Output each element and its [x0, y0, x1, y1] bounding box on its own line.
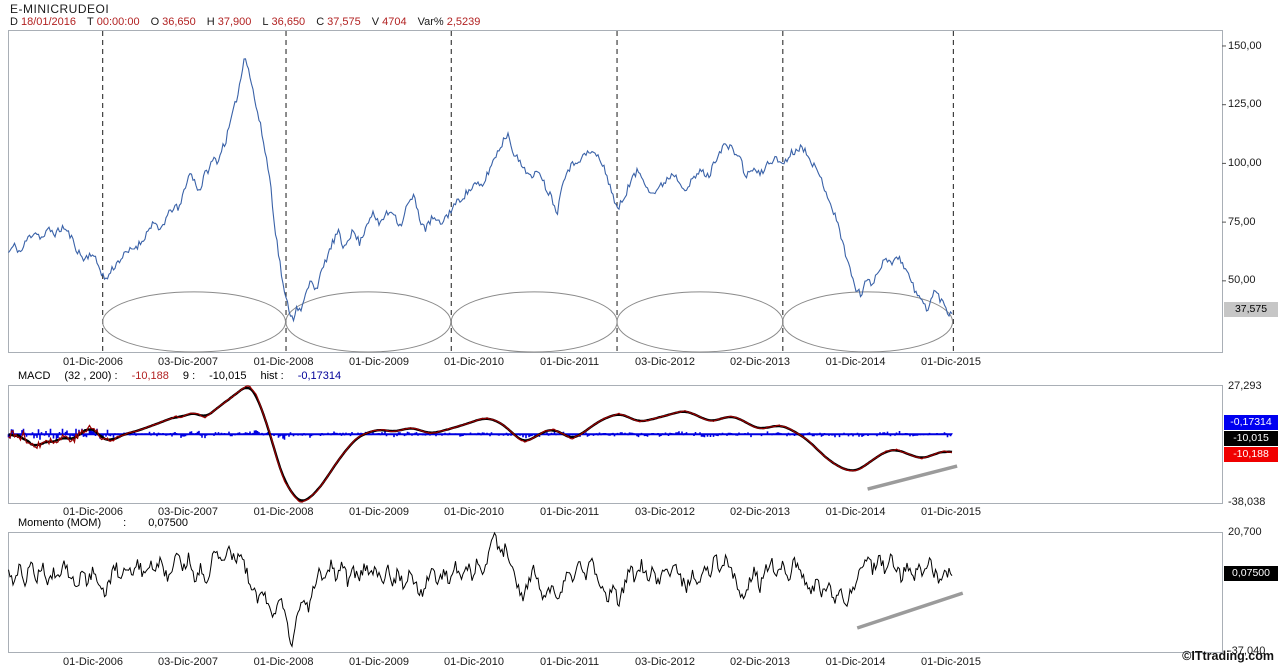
field-low: L 36,650 [262, 16, 306, 28]
x-axis-label-momentum: 01-Dic-2006 [63, 656, 123, 667]
momentum-header: Momento (MOM) : 0,07500 [18, 517, 188, 529]
x-axis-label-momentum: 01-Dic-2011 [540, 656, 600, 667]
macd-params: (32 , 200) : [64, 370, 118, 382]
field-close: C 37,575 [316, 16, 361, 28]
signal-value-badge: -10,015 [1224, 431, 1278, 446]
x-axis-label-macd: 03-Dic-2007 [158, 506, 218, 518]
x-axis-label-price: 02-Dic-2013 [730, 356, 790, 368]
field-high: H 37,900 [206, 16, 252, 28]
x-axis-label-momentum: 01-Dic-2008 [253, 656, 314, 667]
macd-axis-bottom: -38,038 [1228, 496, 1266, 508]
macd-value: -10,188 [131, 370, 169, 382]
watermark: ©ITtrading.com [1182, 649, 1274, 663]
x-axis-label-price: 01-Dic-2014 [825, 356, 886, 368]
x-axis-label-price: 01-Dic-2008 [253, 356, 314, 368]
macd-header: MACD (32 , 200) : -10,188 9 : -10,015 hi… [18, 370, 341, 382]
symbol-title: E-MINICRUDEOI [10, 2, 110, 16]
momentum-title: Momento (MOM) [18, 517, 102, 529]
macd-axis-top: 27,293 [1228, 380, 1262, 392]
momentum-line [8, 531, 953, 648]
mom-panel[interactable] [8, 532, 1223, 653]
price-axis-tick: 125,00 [1228, 98, 1262, 110]
last-price-badge: 37,575 [1224, 302, 1278, 317]
price-axis-tick: 75,00 [1228, 216, 1256, 228]
x-axis-label-macd: 01-Dic-2010 [444, 506, 504, 518]
x-axis-label-macd: 03-Dic-2012 [635, 506, 695, 518]
x-axis-label-momentum: 03-Dic-2007 [158, 656, 218, 667]
field-time: T 00:00:00 [87, 16, 140, 28]
x-axis-label-price: 01-Dic-2011 [540, 356, 600, 368]
field-volume: V 4704 [371, 16, 407, 28]
x-axis-label-macd: 01-Dic-2006 [63, 506, 123, 518]
price-axis-tick: 100,00 [1228, 157, 1262, 169]
x-axis-label-momentum: 02-Dic-2013 [730, 656, 790, 667]
x-axis-label-price: 03-Dic-2007 [158, 356, 218, 368]
price-line [8, 58, 953, 323]
x-axis-label-momentum: 01-Dic-2009 [349, 656, 409, 667]
price-axis-tick: 50,00 [1228, 274, 1256, 286]
x-axis-label-macd: 01-Dic-2011 [540, 506, 600, 518]
momentum-value-badge: 0,07500 [1224, 566, 1278, 581]
price-axis-tick: 150,00 [1228, 40, 1262, 52]
macd-signal-value: -10,015 [209, 370, 247, 382]
x-axis-label-momentum: 01-Dic-2015 [921, 656, 981, 667]
x-axis-label-macd: 01-Dic-2008 [253, 506, 314, 518]
momentum-value: 0,07500 [148, 517, 188, 529]
macd-hist-value: -0,17314 [297, 370, 342, 382]
momentum-divergence-trendline [856, 591, 964, 630]
x-axis-label-momentum: 01-Dic-2010 [444, 656, 504, 667]
field-var-pct: Var% 2,5239 [417, 16, 481, 28]
x-axis-label-macd: 02-Dic-2013 [730, 506, 790, 518]
field-open: O 36,650 [150, 16, 196, 28]
momentum-axis-top: 20,700 [1228, 526, 1262, 538]
momentum-colon: : [123, 517, 127, 529]
field-date: D 18/01/2016 [10, 16, 77, 28]
x-axis-label-momentum: 03-Dic-2012 [635, 656, 695, 667]
macd-hist-label: hist : [260, 370, 284, 382]
macd-line [8, 385, 953, 503]
cycle-ellipse [782, 291, 954, 353]
macd-divergence-trendline [867, 464, 958, 491]
x-axis-label-macd: 01-Dic-2014 [825, 506, 886, 518]
x-axis-label-price: 01-Dic-2009 [349, 356, 409, 368]
momentum-axis-bottom: -37,040 [1228, 645, 1266, 657]
macd-title: MACD [18, 370, 51, 382]
x-axis-label-price: 01-Dic-2006 [63, 356, 123, 368]
macd-panel[interactable] [8, 385, 1223, 504]
x-axis-label-momentum: 01-Dic-2014 [825, 656, 886, 667]
macd-signal-label: 9 : [182, 370, 196, 382]
x-axis-label-macd: 01-Dic-2015 [921, 506, 981, 518]
price-panel[interactable] [8, 30, 1223, 353]
x-axis-label-macd: 01-Dic-2009 [349, 506, 409, 518]
x-axis-label-price: 03-Dic-2012 [635, 356, 695, 368]
x-axis-label-price: 01-Dic-2015 [921, 356, 981, 368]
hist-value-badge: -0,17314 [1224, 415, 1278, 430]
macd-value-badge: -10,188 [1224, 447, 1278, 462]
x-axis-label-price: 01-Dic-2010 [444, 356, 504, 368]
